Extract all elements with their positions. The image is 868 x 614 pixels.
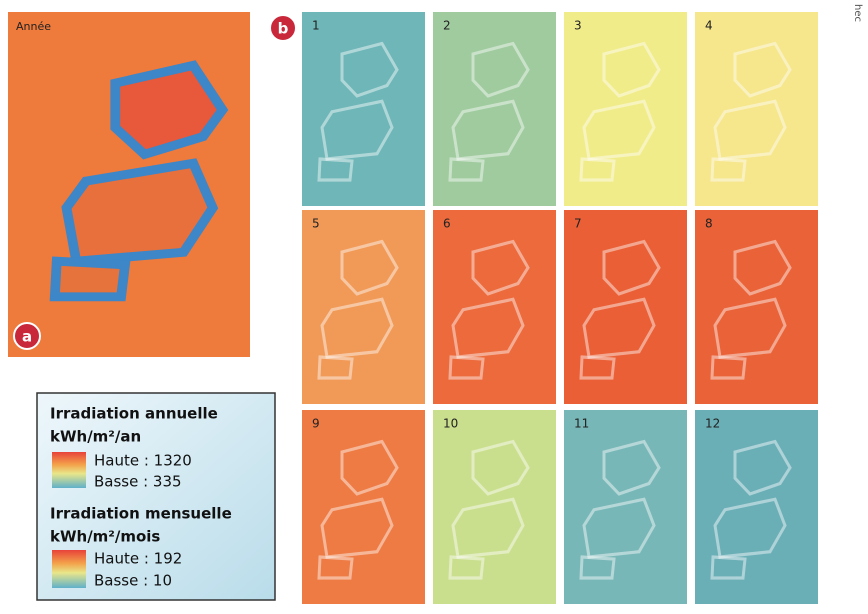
badge-label: b — [278, 20, 289, 38]
month-map: 3 — [564, 12, 687, 206]
edge-text: hec — [852, 4, 863, 22]
month-map: 12 — [695, 410, 818, 604]
month-label: 3 — [574, 19, 582, 33]
month-label: 1 — [312, 19, 320, 33]
month-label: 8 — [705, 217, 713, 231]
month-label: 6 — [443, 217, 451, 231]
legend-high: Haute : 192 — [94, 550, 182, 568]
legend-title: Irradiation annuelle — [50, 405, 218, 423]
month-label: 5 — [312, 217, 320, 231]
legend-unit: kWh/m²/an — [50, 428, 141, 446]
month-map: 1 — [302, 12, 425, 206]
legend-unit: kWh/m²/mois — [50, 528, 160, 546]
legend-low: Basse : 335 — [94, 473, 182, 491]
month-map: 9 — [302, 410, 425, 604]
month-map: 5 — [302, 210, 425, 404]
legend-low: Basse : 10 — [94, 572, 172, 590]
figure-canvas: Année a b 123456789101112 hec Irradiatio… — [0, 0, 868, 614]
badge-label: a — [22, 328, 32, 346]
month-map: 2 — [433, 12, 556, 206]
month-map: 7 — [564, 210, 687, 404]
month-label: 4 — [705, 19, 713, 33]
month-map: 4 — [695, 12, 818, 206]
annual-map: Année a — [8, 12, 250, 357]
legend: Irradiation annuelle kWh/m²/an Haute : 1… — [37, 393, 275, 600]
month-label: 12 — [705, 417, 720, 431]
month-map: 10 — [433, 410, 556, 604]
month-label: 9 — [312, 417, 320, 431]
panel-label: Année — [16, 20, 51, 33]
month-map: 6 — [433, 210, 556, 404]
color-ramp — [52, 550, 86, 588]
month-map: 11 — [564, 410, 687, 604]
month-label: 10 — [443, 417, 458, 431]
month-label: 2 — [443, 19, 451, 33]
color-ramp — [52, 452, 86, 488]
legend-title: Irradiation mensuelle — [50, 505, 232, 523]
figure: Année a b 123456789101112 hec Irradiatio… — [0, 0, 868, 614]
month-label: 11 — [574, 417, 589, 431]
month-map: 8 — [695, 210, 818, 404]
month-label: 7 — [574, 217, 582, 231]
legend-high: Haute : 1320 — [94, 452, 192, 470]
